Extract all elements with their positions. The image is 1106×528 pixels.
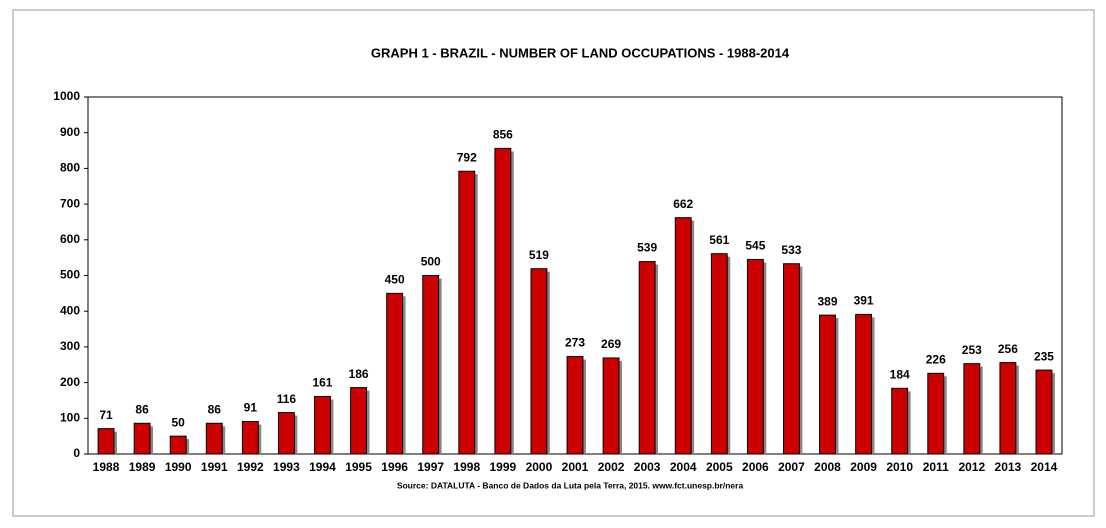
bar [277, 412, 295, 455]
x-tick-label: 1995 [345, 460, 372, 474]
x-tick-label: 1990 [165, 460, 192, 474]
x-tick-label: 2000 [526, 460, 553, 474]
x-tick-label: 2007 [778, 460, 805, 474]
bar [891, 387, 909, 455]
data-label: 186 [349, 367, 369, 381]
data-label: 450 [385, 273, 405, 287]
data-label: 273 [565, 336, 585, 350]
x-tick-label: 1999 [490, 460, 517, 474]
data-label: 161 [312, 376, 332, 390]
data-label: 50 [172, 415, 186, 429]
x-tick-label: 1997 [417, 460, 444, 474]
x-tick-label: 2006 [742, 460, 769, 474]
x-tick-label: 2009 [850, 460, 877, 474]
y-tick-label: 400 [60, 303, 80, 317]
data-label: 792 [457, 150, 477, 164]
x-tick-label: 2001 [562, 460, 589, 474]
data-label: 389 [818, 294, 838, 308]
bar [205, 422, 223, 455]
x-tick-label: 2010 [886, 460, 913, 474]
x-tick-label: 2003 [634, 460, 661, 474]
x-tick-label: 2011 [923, 460, 949, 474]
data-label: 235 [1034, 349, 1054, 363]
data-label: 561 [709, 233, 729, 247]
data-label: 226 [926, 352, 946, 366]
x-tick-label: 2014 [1031, 460, 1058, 474]
data-label: 391 [854, 294, 874, 308]
source-note: Source: DATALUTA - Banco de Dados da Lut… [397, 480, 744, 490]
data-label: 116 [277, 392, 297, 406]
bar [422, 275, 440, 455]
data-label: 539 [637, 241, 657, 255]
data-label: 662 [673, 197, 693, 211]
x-tick-label: 1992 [237, 460, 264, 474]
data-label: 269 [601, 337, 621, 351]
bar [1035, 369, 1053, 455]
x-tick-label: 2013 [995, 460, 1022, 474]
bar [999, 362, 1017, 455]
x-tick-label: 1996 [381, 460, 408, 474]
y-tick-label: 200 [60, 375, 80, 389]
bar [855, 313, 873, 455]
bar [602, 357, 620, 455]
x-tick-label: 1994 [309, 460, 336, 474]
bar [566, 356, 584, 455]
bar [710, 253, 728, 455]
data-label: 71 [99, 408, 113, 422]
bar [819, 314, 836, 455]
bar [963, 363, 981, 455]
data-label: 91 [244, 401, 258, 415]
x-tick-label: 2012 [958, 460, 985, 474]
x-tick-label: 1991 [201, 460, 228, 474]
data-label: 500 [421, 255, 441, 269]
y-tick-label: 0 [73, 446, 80, 460]
bar [169, 435, 187, 455]
bar [746, 258, 764, 455]
data-label: 86 [135, 402, 149, 416]
y-tick-label: 600 [60, 232, 80, 246]
data-label: 256 [998, 342, 1018, 356]
bar [674, 217, 692, 455]
x-tick-label: 2002 [598, 460, 625, 474]
bar [97, 428, 115, 455]
x-tick-label: 1993 [273, 460, 300, 474]
bar [638, 261, 656, 455]
data-label: 86 [208, 402, 222, 416]
bar [783, 263, 800, 455]
bar [350, 387, 367, 455]
chart-frame [12, 9, 1095, 517]
y-tick-label: 700 [60, 196, 80, 210]
bar [927, 372, 945, 455]
bar [314, 396, 331, 455]
x-tick-label: 2005 [706, 460, 733, 474]
bar [133, 422, 151, 455]
bar [494, 147, 512, 455]
x-tick-label: 2008 [814, 460, 841, 474]
x-tick-label: 1998 [453, 460, 480, 474]
bar [458, 170, 476, 455]
chart-title: GRAPH 1 - BRAZIL - NUMBER OF LAND OCCUPA… [371, 45, 790, 60]
y-tick-label: 800 [60, 161, 80, 175]
bar [530, 268, 548, 455]
y-tick-label: 1000 [53, 89, 80, 103]
y-tick-label: 900 [60, 125, 80, 139]
data-label: 253 [962, 343, 982, 357]
x-tick-label: 1988 [93, 460, 120, 474]
data-label: 184 [890, 367, 910, 381]
y-tick-label: 500 [60, 268, 80, 282]
y-tick-label: 100 [60, 410, 80, 424]
x-tick-label: 2004 [670, 460, 697, 474]
bar [386, 292, 404, 455]
bar [241, 421, 259, 455]
data-label: 856 [493, 128, 513, 142]
data-label: 545 [745, 239, 765, 253]
y-tick-label: 300 [60, 339, 80, 353]
data-label: 533 [781, 243, 801, 257]
x-tick-label: 1989 [129, 460, 156, 474]
data-label: 519 [529, 248, 549, 262]
